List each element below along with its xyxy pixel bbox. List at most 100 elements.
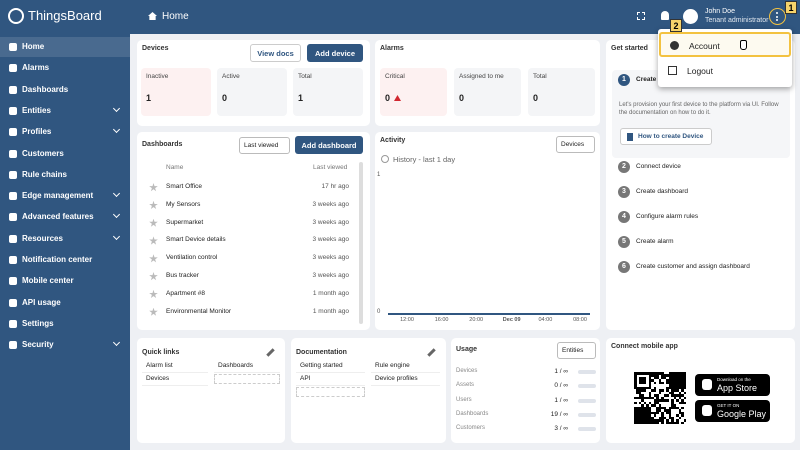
nav-item[interactable]: Notification center: [0, 250, 130, 270]
qr-cell: [643, 381, 647, 385]
qr-cell: [651, 421, 654, 425]
link-item[interactable]: Devices: [142, 374, 208, 386]
qr-cell: [648, 416, 652, 420]
how-to-button[interactable]: How to create Device: [620, 128, 712, 145]
filter-select[interactable]: Entities: [557, 342, 596, 359]
avatar[interactable]: [683, 9, 698, 24]
nav-item[interactable]: Home: [0, 37, 130, 57]
stat-tile[interactable]: Assigned to me 0: [454, 68, 521, 116]
qr-cell: [648, 379, 652, 382]
dashboard-row[interactable]: Smart Device details 3 weeks ago: [141, 234, 359, 248]
nav-item[interactable]: Profiles: [0, 122, 130, 142]
qr-cell: [658, 419, 662, 422]
link-item[interactable]: Alarm list: [142, 361, 208, 373]
qr-cell: [643, 401, 647, 405]
nav-item[interactable]: Alarms: [0, 58, 130, 78]
step-label[interactable]: Create: [636, 76, 657, 83]
link-item[interactable]: API: [296, 374, 365, 386]
nav-item[interactable]: API usage: [0, 293, 130, 313]
qr-cell: [648, 411, 652, 415]
step-label[interactable]: Configure alarm rules: [636, 213, 699, 220]
qr-cell: [641, 419, 644, 422]
qr-cell: [671, 404, 674, 407]
dashboard-row[interactable]: My Sensors 3 weeks ago: [141, 199, 359, 213]
step-label[interactable]: Create dashboard: [636, 188, 689, 195]
nav-item[interactable]: Advanced features: [0, 207, 130, 227]
qr-cell: [641, 381, 644, 385]
stat-tile[interactable]: Total 0: [528, 68, 595, 116]
google-play-badge[interactable]: GET IT ON Google Play: [695, 400, 770, 422]
nav-item[interactable]: Edge management: [0, 186, 130, 206]
qr-cell: [673, 376, 677, 380]
get-started-card: Get started 1 Create 2 Connect device 3 Create…: [606, 40, 795, 330]
more-button[interactable]: [769, 8, 786, 25]
nav-item[interactable]: Mobile center: [0, 271, 130, 291]
filter-select[interactable]: Last viewed: [239, 137, 290, 154]
qr-cell: [653, 399, 657, 402]
qr-cell: [683, 386, 687, 390]
view-docs-button[interactable]: View docs: [250, 44, 301, 62]
dashboard-row[interactable]: Environmental Monitor 1 month ago: [141, 306, 359, 320]
qr-cell: [636, 416, 639, 420]
qr-cell: [653, 414, 657, 417]
notifications-button[interactable]: [661, 11, 669, 20]
qr-cell: [646, 396, 649, 400]
qr-cell: [678, 384, 682, 387]
dashboard-row[interactable]: Supermarket 3 weeks ago: [141, 217, 359, 231]
qr-cell: [641, 379, 644, 382]
nav-item[interactable]: Customers: [0, 144, 130, 164]
stat-tile[interactable]: Inactive 1: [141, 68, 211, 116]
qr-cell: [681, 372, 684, 375]
dashboard-row[interactable]: Apartment #8 1 month ago: [141, 288, 359, 302]
add-device-button[interactable]: Add device: [307, 44, 363, 62]
qr-cell: [646, 406, 649, 410]
add-dashboard-button[interactable]: Add dashboard: [295, 136, 363, 154]
nav-label: Profiles: [22, 127, 52, 137]
link-item[interactable]: Rule engine: [371, 361, 440, 373]
add-link-slot[interactable]: [296, 387, 365, 397]
add-link-slot[interactable]: [214, 374, 280, 384]
step-label[interactable]: Connect device: [636, 163, 681, 170]
stat-tile[interactable]: Active 0: [217, 68, 287, 116]
nav-item[interactable]: Dashboards: [0, 80, 130, 100]
card-title: Get started: [611, 45, 648, 52]
qr-cell: [641, 394, 644, 397]
qr-cell: [653, 389, 657, 392]
stat-tile[interactable]: Critical 0: [380, 68, 447, 116]
qr-cell: [661, 376, 664, 380]
nav-item[interactable]: Rule chains: [0, 165, 130, 185]
menu-item[interactable]: Account: [659, 32, 791, 57]
filter-select[interactable]: Devices: [556, 136, 595, 153]
qr-cell: [681, 386, 684, 390]
qr-cell: [663, 376, 667, 380]
nav-item[interactable]: Resources: [0, 229, 130, 249]
cursor: [740, 40, 747, 50]
edit-button[interactable]: [427, 348, 436, 357]
nav-item[interactable]: Entities: [0, 101, 130, 121]
qr-cell: [668, 379, 672, 382]
step-label[interactable]: Create alarm: [636, 238, 674, 245]
link-item[interactable]: Device profiles: [371, 374, 440, 386]
edit-button[interactable]: [266, 348, 275, 357]
dashboard-row[interactable]: Ventilation control 3 weeks ago: [141, 252, 359, 266]
qr-cell: [663, 416, 667, 420]
qr-cell: [638, 376, 642, 380]
link-item[interactable]: Getting started: [296, 361, 365, 373]
nav-label: Home: [22, 42, 45, 51]
qr-cell: [668, 374, 672, 377]
step-label[interactable]: Create customer and assign dashboard: [636, 263, 750, 270]
app-store-badge[interactable]: Download on the App Store: [695, 374, 770, 396]
nav-item[interactable]: Security: [0, 335, 130, 355]
card-title: Documentation: [296, 349, 347, 356]
dashboard-row[interactable]: Bus tracker 3 weeks ago: [141, 270, 359, 284]
dashboard-row[interactable]: Smart Office 17 hr ago: [141, 181, 359, 195]
nav-icon: [9, 128, 17, 137]
qr-cell: [656, 409, 659, 412]
dashboard-name: Smart Device details: [166, 236, 226, 244]
menu-item[interactable]: Logout: [659, 59, 791, 84]
stat-tile[interactable]: Total 1: [293, 68, 363, 116]
nav-item[interactable]: Settings: [0, 314, 130, 334]
fullscreen-button[interactable]: [637, 12, 645, 20]
link-item[interactable]: Dashboards: [214, 361, 280, 373]
qr-cell: [643, 376, 647, 380]
